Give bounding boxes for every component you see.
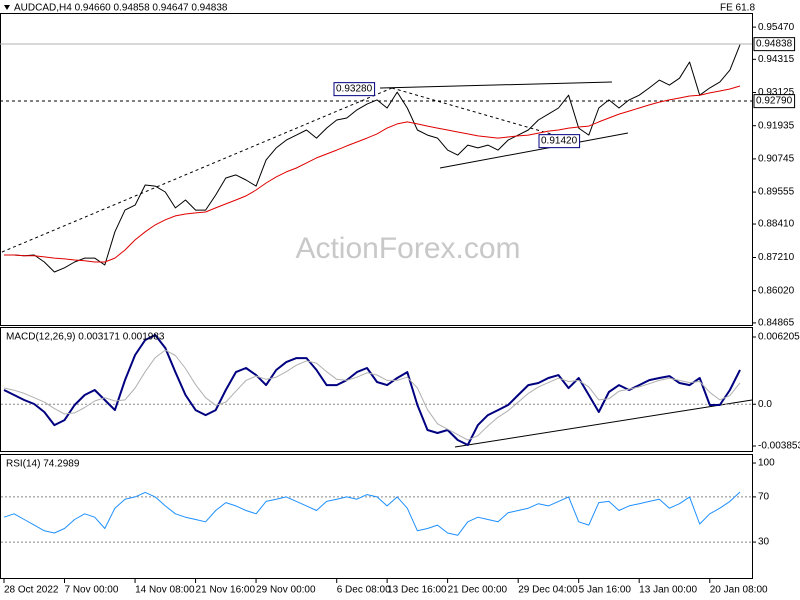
x-tick-label: 13 Dec 16:00 bbox=[387, 585, 447, 596]
label-box bbox=[753, 37, 796, 52]
y-tick-label: 0.94315 bbox=[758, 54, 795, 65]
label-box bbox=[333, 82, 376, 97]
x-tick-label: 29 Dec 04:00 bbox=[518, 585, 578, 596]
series-line bbox=[4, 85, 741, 263]
y-tick-label: 30 bbox=[758, 537, 770, 548]
annotation: 0.91420 bbox=[541, 136, 578, 147]
panel-title: MACD(12,26,9) 0.003171 0.001983 bbox=[6, 332, 165, 343]
x-tick-label: 28 Oct 2022 bbox=[4, 585, 59, 596]
panel-title: RSI(14) 74.2989 bbox=[6, 459, 80, 470]
y-tick-label: 0.006205 bbox=[758, 332, 800, 343]
annotation: 0.92790 bbox=[756, 96, 793, 107]
channel-line bbox=[439, 132, 629, 169]
x-tick-label: 21 Dec 00:00 bbox=[448, 585, 508, 596]
y-tick-label: 0.89555 bbox=[758, 187, 795, 198]
y-tick-label: 0.0 bbox=[758, 399, 772, 410]
watermark: ActionForex.com bbox=[295, 232, 520, 265]
trend-line bbox=[1, 87, 393, 253]
x-tick-label: 14 Nov 08:00 bbox=[135, 585, 195, 596]
x-tick-label: 7 Nov 00:00 bbox=[64, 585, 118, 596]
rsi-panel bbox=[0, 454, 753, 579]
label-box bbox=[753, 94, 796, 109]
series-line bbox=[4, 44, 741, 273]
x-tick-label: 20 Jan 08:00 bbox=[710, 585, 768, 596]
price-label: 0.92790 bbox=[753, 94, 796, 109]
series-line bbox=[3, 349, 741, 441]
y-tick-label: 70 bbox=[758, 492, 770, 503]
x-tick-label: 29 Nov 00:00 bbox=[256, 585, 316, 596]
y-tick-label: -0.003853 bbox=[758, 441, 800, 452]
annotation: 0.94838 bbox=[756, 39, 793, 50]
y-tick-label: 0.93125 bbox=[758, 87, 795, 98]
price-label: 0.94838 bbox=[753, 37, 796, 52]
menu-triangle bbox=[4, 5, 10, 10]
price-panel bbox=[0, 13, 753, 326]
macd-panel bbox=[0, 327, 753, 452]
plot-layer: 0.95470 0.94315 0.93125 0.91935 0.90745 0.895… bbox=[1, 3, 800, 596]
series-line bbox=[3, 491, 741, 536]
macd-trend-line bbox=[454, 399, 753, 448]
x-tick-label: 13 Jan 00:00 bbox=[639, 585, 697, 596]
trend-line bbox=[391, 87, 566, 139]
price-label: 0.93280 bbox=[333, 82, 376, 97]
y-tick-label: 0.88410 bbox=[758, 219, 795, 230]
y-tick-label: 0.90745 bbox=[758, 154, 795, 165]
annotation: FE 61.8 bbox=[720, 3, 755, 14]
y-tick-label: 0.87210 bbox=[758, 252, 795, 263]
y-tick-label: 0.86020 bbox=[758, 285, 795, 296]
y-tick-label: 100 bbox=[758, 458, 775, 469]
y-tick-label: 0.91935 bbox=[758, 120, 795, 131]
x-tick-label: 21 Nov 16:00 bbox=[196, 585, 256, 596]
series-line bbox=[3, 334, 741, 446]
label-box bbox=[538, 134, 581, 149]
x-tick-label: 5 Jan 16:00 bbox=[579, 585, 632, 596]
x-tick-label: 6 Dec 08:00 bbox=[337, 585, 391, 596]
channel-line bbox=[379, 81, 613, 89]
y-tick-label: 0.95470 bbox=[758, 22, 795, 33]
y-tick-label: 0.84865 bbox=[758, 318, 795, 329]
annotation: 0.93280 bbox=[336, 84, 373, 95]
price-label: 0.91420 bbox=[538, 134, 581, 149]
panel-title: AUDCAD,H4 0.94660 0.94858 0.94647 0.9483… bbox=[14, 3, 228, 14]
